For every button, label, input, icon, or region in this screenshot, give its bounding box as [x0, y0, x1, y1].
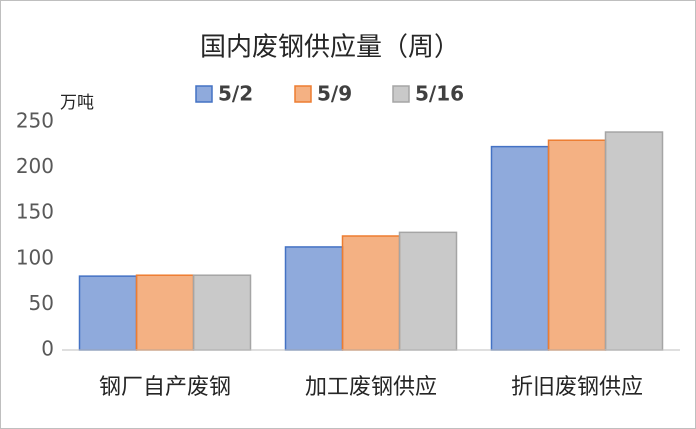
bar: [78, 275, 138, 351]
chart-title: 国内废钢供应量（周）: [200, 33, 460, 63]
legend-label: 5/16: [415, 82, 464, 106]
legend-swatch: [195, 85, 213, 103]
x-tick-label: 钢厂自产废钢: [99, 375, 231, 400]
y-tick-label: 250: [16, 109, 54, 133]
y-tick-label: 150: [16, 200, 54, 224]
legend-swatch: [392, 85, 410, 103]
bar: [284, 246, 344, 351]
bar: [604, 131, 664, 351]
y-tick-label: 100: [16, 245, 54, 269]
y-axis-label: 万吨: [60, 93, 94, 113]
y-tick-label: 50: [29, 291, 54, 315]
legend-swatch: [294, 85, 312, 103]
x-tick-label: 加工废钢供应: [305, 375, 437, 400]
x-tick-label: 折旧废钢供应: [511, 375, 643, 400]
bar: [547, 139, 607, 351]
bar: [490, 145, 550, 351]
bar: [398, 231, 458, 351]
bar: [135, 274, 195, 351]
y-tick-label: 200: [16, 154, 54, 178]
y-tick-label: 0: [41, 337, 54, 361]
bar: [341, 235, 401, 351]
legend-label: 5/2: [218, 82, 253, 106]
bar: [192, 274, 252, 351]
legend-label: 5/9: [317, 82, 352, 106]
